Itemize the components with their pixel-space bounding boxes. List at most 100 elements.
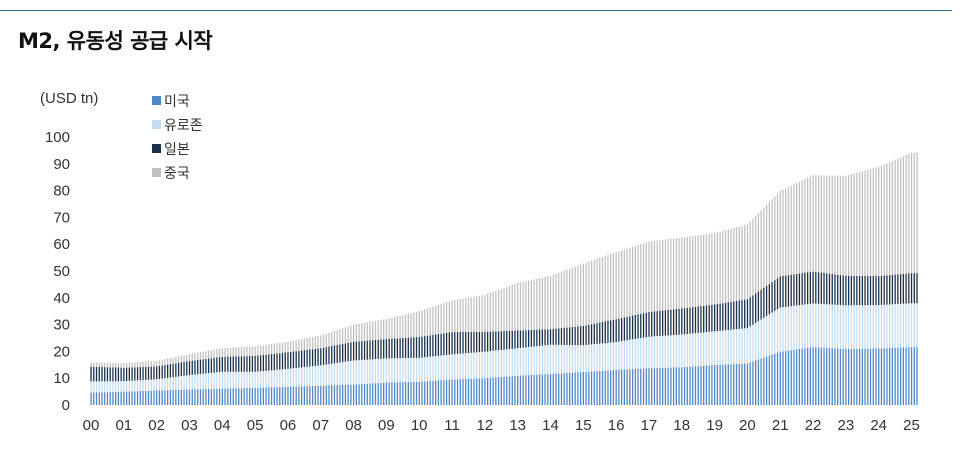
bar-segment-1 bbox=[872, 305, 874, 349]
bar-segment-2 bbox=[631, 315, 634, 340]
bar-segment-2 bbox=[793, 274, 795, 306]
bar-segment-2 bbox=[197, 359, 199, 375]
bar-segment-0 bbox=[276, 387, 278, 405]
bar-segment-2 bbox=[837, 274, 839, 305]
bar-segment-0 bbox=[891, 347, 894, 405]
bar-segment-1 bbox=[582, 345, 584, 373]
bar-segment-2 bbox=[290, 351, 292, 369]
bar-segment-2 bbox=[437, 334, 440, 356]
bar-segment-3 bbox=[659, 240, 661, 311]
bar-segment-1 bbox=[369, 359, 371, 384]
bar-segment-1 bbox=[683, 334, 686, 368]
bar-segment-2 bbox=[205, 358, 207, 374]
bar-segment-3 bbox=[344, 327, 347, 344]
bar-segment-0 bbox=[582, 372, 584, 405]
bar-segment-2 bbox=[913, 273, 915, 304]
bar-segment-0 bbox=[577, 372, 579, 405]
bar-segment-0 bbox=[208, 388, 210, 405]
bar-segment-2 bbox=[101, 367, 103, 382]
bar-segment-3 bbox=[249, 346, 251, 357]
bar-segment-1 bbox=[910, 303, 913, 348]
bar-segment-2 bbox=[850, 275, 853, 306]
bar-segment-3 bbox=[448, 301, 450, 333]
bar-segment-3 bbox=[645, 242, 647, 313]
bar-segment-3 bbox=[883, 164, 885, 276]
bar-segment-1 bbox=[98, 381, 100, 393]
bar-segment-2 bbox=[610, 320, 612, 343]
bar-segment-0 bbox=[279, 387, 281, 405]
bar-segment-2 bbox=[618, 318, 620, 342]
bar-segment-0 bbox=[320, 385, 322, 405]
bar-segment-0 bbox=[590, 371, 593, 405]
bar-segment-0 bbox=[459, 379, 461, 405]
bar-segment-1 bbox=[320, 365, 322, 386]
bar-segment-3 bbox=[366, 322, 368, 341]
bar-segment-3 bbox=[741, 225, 743, 301]
bar-segment-2 bbox=[125, 367, 128, 381]
y-tick-label: 10 bbox=[53, 370, 70, 387]
bar-segment-1 bbox=[569, 345, 571, 373]
bar-segment-2 bbox=[191, 360, 193, 375]
bar-segment-0 bbox=[314, 385, 316, 405]
bar-segment-3 bbox=[735, 227, 738, 301]
bar-segment-1 bbox=[175, 376, 177, 390]
bar-segment-1 bbox=[894, 304, 896, 348]
bar-segment-2 bbox=[486, 331, 489, 352]
bar-segment-2 bbox=[607, 320, 609, 343]
bar-segment-3 bbox=[571, 267, 574, 328]
bar-segment-0 bbox=[136, 391, 139, 405]
bar-segment-2 bbox=[473, 331, 475, 353]
bar-segment-2 bbox=[443, 333, 445, 356]
bar-segment-3 bbox=[317, 335, 319, 349]
bar-segment-2 bbox=[853, 275, 855, 306]
bar-segment-1 bbox=[555, 344, 557, 374]
bar-segment-1 bbox=[347, 361, 349, 385]
bar-segment-0 bbox=[90, 392, 92, 405]
bar-segment-3 bbox=[235, 347, 237, 357]
bar-segment-3 bbox=[298, 339, 300, 351]
bar-segment-0 bbox=[700, 365, 702, 405]
bar-segment-2 bbox=[724, 302, 727, 331]
bar-segment-0 bbox=[251, 387, 254, 405]
bar-segment-3 bbox=[678, 238, 680, 309]
bar-segment-0 bbox=[448, 379, 450, 405]
bar-segment-0 bbox=[744, 363, 746, 405]
bar-segment-3 bbox=[708, 233, 710, 306]
bar-segment-3 bbox=[716, 232, 719, 305]
bar-segment-3 bbox=[812, 175, 814, 272]
bar-segment-0 bbox=[806, 347, 809, 405]
bar-segment-0 bbox=[735, 364, 738, 405]
bar-segment-2 bbox=[229, 356, 232, 372]
bar-segment-0 bbox=[180, 389, 182, 405]
bar-segment-2 bbox=[424, 336, 426, 358]
bar-segment-1 bbox=[325, 364, 327, 386]
bar-segment-1 bbox=[604, 343, 606, 371]
bar-segment-2 bbox=[683, 308, 686, 335]
bar-segment-0 bbox=[399, 382, 401, 405]
bar-segment-3 bbox=[503, 287, 505, 332]
bar-segment-1 bbox=[268, 370, 270, 388]
bar-segment-2 bbox=[243, 356, 245, 372]
bar-segment-0 bbox=[166, 390, 169, 405]
bar-segment-2 bbox=[355, 341, 357, 361]
bar-segment-2 bbox=[599, 322, 601, 344]
bar-segment-1 bbox=[847, 305, 850, 349]
bar-segment-2 bbox=[139, 367, 141, 381]
bar-segment-2 bbox=[421, 336, 423, 358]
bar-segment-0 bbox=[763, 357, 765, 405]
bar-segment-1 bbox=[700, 332, 702, 366]
bar-segment-0 bbox=[229, 388, 232, 405]
bar-segment-3 bbox=[588, 261, 590, 325]
bar-segment-2 bbox=[265, 354, 267, 371]
bar-segment-0 bbox=[648, 368, 650, 405]
bar-segment-0 bbox=[478, 378, 481, 405]
bar-segment-2 bbox=[426, 335, 429, 357]
bar-segment-1 bbox=[916, 303, 918, 348]
bar-segment-0 bbox=[125, 391, 128, 405]
bar-segment-2 bbox=[339, 344, 341, 363]
bar-segment-1 bbox=[536, 346, 538, 375]
bar-segment-0 bbox=[342, 384, 344, 405]
bar-segment-0 bbox=[426, 381, 429, 405]
bar-segment-1 bbox=[363, 359, 366, 384]
bar-segment-1 bbox=[287, 368, 289, 387]
